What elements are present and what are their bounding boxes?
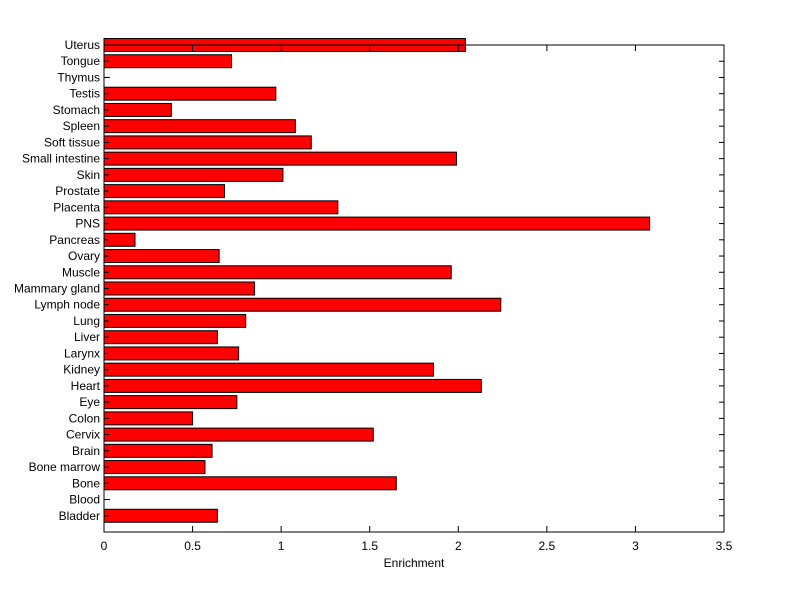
bar-eye — [103, 395, 238, 410]
y-tick-label: Larynx — [64, 346, 100, 360]
y-tick-label: Liver — [74, 330, 100, 344]
bar-liver — [103, 330, 218, 345]
bar-bladder — [103, 508, 218, 523]
y-tick-label: Tongue — [61, 54, 101, 68]
bar-prostate — [103, 184, 225, 199]
y-tick-label: Heart — [71, 379, 101, 393]
y-tick-label: Small intestine — [22, 152, 100, 166]
bar-bone-marrow — [103, 460, 206, 475]
y-tick-label: Soft tissue — [44, 135, 100, 149]
bar-heart — [103, 378, 482, 393]
x-tick-label: 2 — [455, 539, 462, 553]
y-tick-label: Bone — [72, 476, 100, 490]
bar-ovary — [103, 249, 220, 264]
y-tick-label: Bladder — [59, 509, 100, 523]
x-tick-label: 3.5 — [716, 539, 733, 553]
x-tick-label: 1 — [278, 539, 285, 553]
x-tick-label: 0 — [101, 539, 108, 553]
y-tick-label: Stomach — [53, 103, 100, 117]
y-tick-label: Cervix — [66, 428, 100, 442]
bar-brain — [103, 443, 213, 458]
y-tick-label: Kidney — [63, 363, 100, 377]
y-tick-label: PNS — [75, 217, 100, 231]
y-tick-label: Spleen — [63, 119, 100, 133]
bar-tongue — [103, 54, 233, 69]
bar-mammary-gland — [103, 281, 256, 296]
y-tick-label: Brain — [72, 444, 100, 458]
y-tick-label: Mammary gland — [14, 282, 100, 296]
bar-spleen — [103, 119, 296, 134]
bar-larynx — [103, 346, 240, 361]
bar-small-intestine — [103, 151, 458, 166]
x-tick-label: 3 — [632, 539, 639, 553]
x-tick-label: 2.5 — [539, 539, 556, 553]
bar-pns — [103, 216, 651, 231]
bar-testis — [103, 86, 277, 101]
bar-stomach — [103, 102, 172, 117]
plot-frame — [103, 44, 725, 533]
y-tick-label: Placenta — [53, 200, 100, 214]
bar-kidney — [103, 362, 434, 377]
y-tick-label: Pancreas — [49, 233, 100, 247]
x-tick-label: 1.5 — [361, 539, 378, 553]
y-tick-label: Bone marrow — [29, 460, 101, 474]
bar-bone — [103, 476, 397, 491]
bar-colon — [103, 411, 194, 426]
bar-cervix — [103, 427, 374, 442]
y-tick-label: Skin — [77, 168, 100, 182]
y-tick-label: Prostate — [55, 184, 100, 198]
x-tick-label: 0.5 — [184, 539, 201, 553]
y-tick-label: Colon — [69, 411, 100, 425]
bar-lung — [103, 313, 247, 328]
bar-skin — [103, 167, 284, 182]
bar-soft-tissue — [103, 135, 312, 150]
bar-lymph-node — [103, 297, 502, 312]
y-tick-label: Uterus — [65, 38, 100, 52]
x-axis-label: Enrichment — [384, 556, 445, 570]
bar-placenta — [103, 200, 339, 215]
y-tick-label: Muscle — [62, 265, 100, 279]
y-tick-label: Blood — [69, 493, 100, 507]
y-tick-label: Lymph node — [34, 298, 100, 312]
bar-muscle — [103, 265, 452, 280]
y-tick-label: Thymus — [57, 70, 100, 84]
y-tick-label: Testis — [69, 87, 100, 101]
y-tick-label: Lung — [73, 314, 100, 328]
y-tick-label: Ovary — [68, 249, 100, 263]
y-tick-label: Eye — [79, 395, 100, 409]
